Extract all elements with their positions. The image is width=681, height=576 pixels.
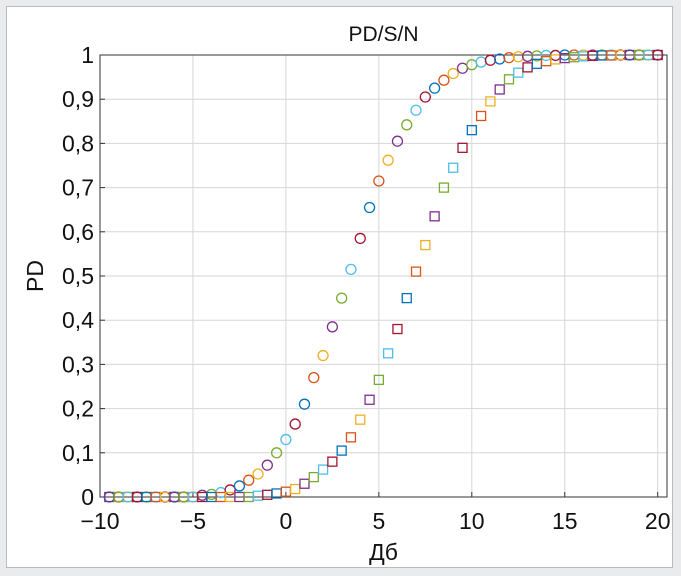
data-point-square: [438, 182, 450, 193]
x-axis-label: Дб: [369, 539, 398, 565]
data-point-square: [503, 74, 515, 85]
y-tick-label: 0,2: [62, 396, 94, 422]
y-tick-label: 0,1: [62, 440, 94, 466]
data-point-square: [457, 142, 468, 153]
y-tick-label: 0,6: [62, 219, 94, 245]
data-point-square: [364, 394, 375, 405]
y-tick-label: 0,9: [62, 86, 94, 112]
data-point-square: [401, 292, 412, 304]
data-point-square: [382, 348, 394, 359]
data-point-circle: [512, 51, 524, 63]
data-point-square: [299, 478, 310, 489]
data-point-circle: [419, 91, 431, 103]
data-point-square: [466, 124, 477, 136]
y-tick-label: 0,7: [62, 175, 94, 201]
data-point-square: [475, 110, 487, 122]
chart-title: PD/S/N: [348, 23, 418, 46]
data-point-square: [392, 323, 403, 335]
data-point-circle: [298, 398, 311, 410]
data-point-square: [290, 483, 301, 495]
chart-frame: −10 −5 0 5 10 15 20 0 0,1 0,2 0,3 0,4 0,5 0,6 0,7 0,8 0,…: [6, 6, 673, 568]
data-point-circle: [243, 474, 255, 486]
x-tick-label: −5: [180, 508, 206, 534]
data-point-square: [494, 84, 505, 95]
x-tick-label: 15: [552, 508, 578, 534]
data-point-square: [513, 67, 524, 78]
chart-svg: −10 −5 0 5 10 15 20 0 0,1 0,2 0,3 0,4 0,5 0,6 0,7 0,8 0,…: [22, 23, 671, 565]
data-point-circle: [438, 74, 450, 86]
data-point-circle: [363, 201, 376, 214]
y-axis-label: PD: [22, 260, 48, 292]
data-point-circle: [521, 50, 534, 62]
data-point-square: [373, 374, 385, 386]
data-point-circle: [391, 135, 404, 147]
data-point-circle: [252, 468, 264, 480]
data-point-circle: [428, 82, 441, 94]
data-point-circle: [410, 104, 422, 116]
data-point-square: [327, 456, 338, 467]
data-point-square: [308, 471, 319, 483]
y-tick-label: 1: [81, 42, 94, 68]
data-point-circle: [280, 433, 292, 446]
data-point-circle: [270, 447, 283, 459]
data-markers: [103, 49, 664, 503]
grid: [100, 55, 667, 497]
data-point-square: [336, 445, 347, 456]
x-tick-label: 20: [645, 508, 671, 534]
ticks: −10 −5 0 5 10 15 20 0 0,1 0,2 0,3 0,4 0,5 0,6 0,7 0,8 0,…: [62, 42, 670, 534]
x-tick-label: 10: [459, 508, 485, 534]
x-tick-label: −10: [80, 508, 119, 534]
y-tick-label: 0,3: [62, 351, 94, 377]
data-point-square: [429, 211, 440, 222]
data-point-circle: [336, 292, 348, 304]
data-point-circle: [261, 459, 273, 471]
data-point-square: [448, 162, 459, 173]
data-point-circle: [345, 263, 357, 276]
data-point-circle: [224, 484, 236, 496]
data-point-square: [345, 432, 357, 443]
data-point-square: [420, 239, 431, 251]
data-point-square: [410, 266, 422, 277]
data-point-square: [317, 464, 329, 475]
x-tick-label: 0: [280, 508, 293, 534]
x-tick-label: 5: [372, 508, 385, 534]
data-point-square: [355, 414, 366, 425]
y-tick-label: 0: [81, 484, 94, 510]
data-point-circle: [354, 232, 366, 245]
y-tick-label: 0,4: [62, 307, 94, 333]
data-point-circle: [531, 50, 543, 62]
data-point-circle: [382, 154, 394, 166]
data-point-circle: [401, 119, 413, 131]
data-point-circle: [373, 175, 385, 187]
data-point-square: [485, 96, 496, 107]
data-point-circle: [289, 418, 301, 430]
data-point-circle: [233, 480, 246, 492]
data-point-circle: [308, 372, 320, 384]
data-point-circle: [447, 67, 459, 80]
data-point-circle: [326, 321, 339, 333]
y-tick-label: 0,5: [62, 263, 94, 289]
data-point-square: [652, 49, 663, 61]
y-tick-label: 0,8: [62, 130, 94, 156]
data-point-circle: [317, 349, 329, 362]
